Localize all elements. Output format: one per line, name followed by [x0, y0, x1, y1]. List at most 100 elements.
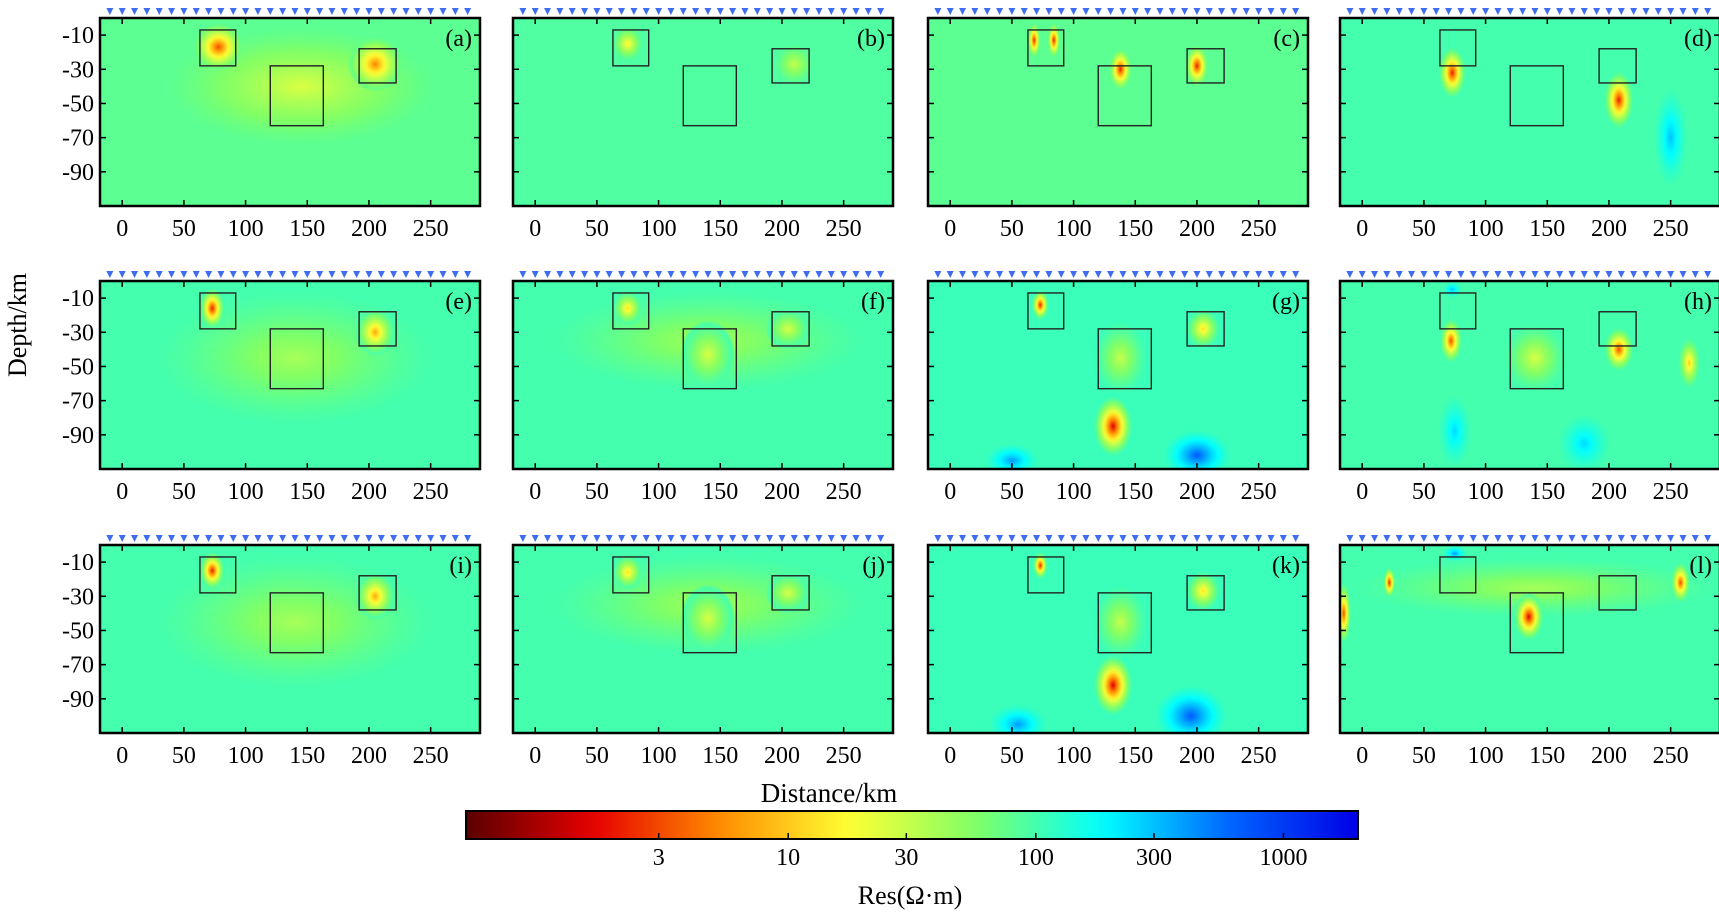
station-marker: [1008, 8, 1016, 15]
station-marker: [790, 535, 798, 542]
station-marker: [864, 271, 872, 278]
x-tick-label: 50: [585, 743, 609, 769]
model-block-outline: [771, 575, 810, 611]
station-marker: [427, 535, 435, 542]
station-marker: [827, 8, 835, 15]
station-marker: [168, 271, 176, 278]
station-marker: [316, 271, 324, 278]
station-marker: [1395, 271, 1403, 278]
station-marker: [544, 8, 552, 15]
station-marker: [1279, 535, 1287, 542]
station-marker: [1543, 8, 1551, 15]
station-marker: [328, 8, 336, 15]
station-marker: [229, 271, 237, 278]
panel-frame: [511, 16, 895, 208]
station-marker: [155, 271, 163, 278]
station-marker: [1358, 535, 1366, 542]
station-marker: [303, 535, 311, 542]
station-marker: [1181, 271, 1189, 278]
station-marker: [414, 535, 422, 542]
station-marker: [593, 535, 601, 542]
model-block-outline: [358, 48, 397, 84]
station-marker: [1420, 535, 1428, 542]
station-marker: [377, 535, 385, 542]
station-marker: [1531, 535, 1539, 542]
model-block-outline: [1598, 311, 1637, 347]
station-marker: [593, 8, 601, 15]
station-marker: [1205, 271, 1213, 278]
resistivity-anomaly: [1557, 412, 1612, 469]
x-tick-label: 150: [1529, 216, 1565, 242]
station-marker: [1346, 271, 1354, 278]
station-marker: [143, 271, 151, 278]
station-marker: [390, 8, 398, 15]
station-marker: [790, 8, 798, 15]
station-marker: [729, 8, 737, 15]
x-tick-label: 100: [228, 743, 264, 769]
resistivity-anomaly: [199, 551, 225, 590]
x-tick-label: 200: [1179, 479, 1215, 505]
x-tick-label: 250: [1653, 743, 1689, 769]
station-marker: [1094, 271, 1102, 278]
station-marker: [1292, 8, 1300, 15]
station-marker: [1119, 271, 1127, 278]
x-tick-label: 100: [1468, 479, 1504, 505]
station-marker: [1218, 271, 1226, 278]
x-tick-label: 150: [702, 216, 738, 242]
station-marker: [1432, 535, 1440, 542]
x-tick-label: 50: [1000, 479, 1024, 505]
panel-frame: [926, 16, 1310, 208]
station-marker: [1457, 271, 1465, 278]
x-tick-label: 50: [172, 479, 196, 505]
station-marker: [996, 271, 1004, 278]
station-marker: [1531, 271, 1539, 278]
station-marker: [1593, 535, 1601, 542]
resistivity-anomaly: [1439, 318, 1463, 364]
station-marker: [852, 535, 860, 542]
model-block-outline: [612, 556, 650, 594]
station-marker: [519, 8, 527, 15]
x-tick-label: 0: [529, 216, 541, 242]
panel-label: (g): [1272, 289, 1300, 315]
station-marker: [1057, 8, 1065, 15]
station-marker: [753, 535, 761, 542]
station-marker: [934, 271, 942, 278]
station-marker: [1691, 535, 1699, 542]
station-marker: [1242, 8, 1250, 15]
x-tick-label: 200: [1179, 216, 1215, 242]
station-marker: [1568, 535, 1576, 542]
station-marker: [1556, 8, 1564, 15]
model-block-outline: [199, 292, 237, 330]
station-marker: [1070, 271, 1078, 278]
station-marker: [1119, 535, 1127, 542]
colorbar-label: Res(Ω·m): [858, 881, 963, 910]
x-tick-label: 150: [289, 743, 325, 769]
resistivity-field: [153, 551, 437, 691]
station-marker: [316, 535, 324, 542]
model-block-outline: [1097, 328, 1153, 390]
station-markers: [519, 535, 885, 542]
station-marker: [1020, 535, 1028, 542]
x-tick-label: 250: [1653, 479, 1689, 505]
x-tick-label: 150: [1117, 216, 1153, 242]
station-marker: [155, 535, 163, 542]
station-marker: [1605, 271, 1613, 278]
station-marker: [877, 271, 885, 278]
station-marker: [959, 8, 967, 15]
resistivity-anomaly: [1093, 654, 1133, 716]
x-tick-label: 100: [641, 479, 677, 505]
panel-frame: [1338, 279, 1719, 471]
resistivity-anomaly: [193, 23, 244, 71]
station-marker: [729, 271, 737, 278]
station-marker: [390, 271, 398, 278]
station-marker: [1408, 535, 1416, 542]
station-marker: [531, 535, 539, 542]
station-marker: [1654, 535, 1662, 542]
station-marker: [1371, 271, 1379, 278]
panel-d: (d) 0 50 100 150 200 250: [1338, 8, 1719, 242]
station-marker: [279, 271, 287, 278]
resistivity-anomaly: [1678, 337, 1701, 389]
station-marker: [766, 271, 774, 278]
station-marker: [1193, 8, 1201, 15]
station-marker: [1519, 535, 1527, 542]
